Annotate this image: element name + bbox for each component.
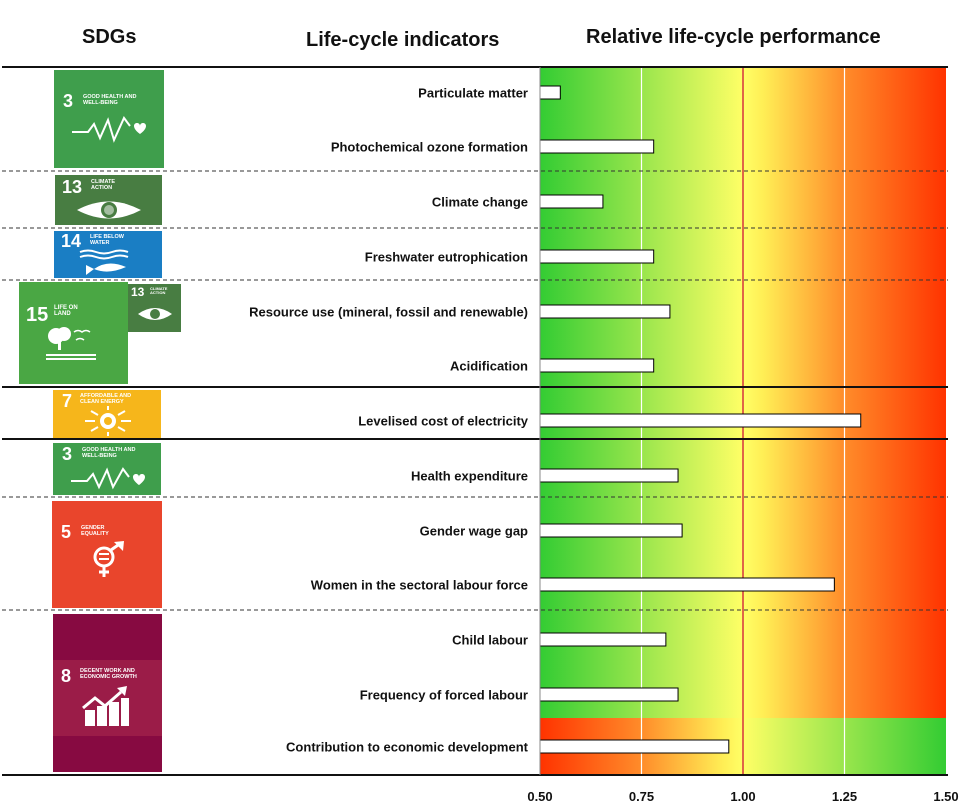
sdg-3-icon: 3 GOOD HEALTH AND WELL-BEING [54, 70, 164, 168]
heartbeat-icon [71, 467, 145, 490]
bar [539, 632, 667, 647]
bar [539, 85, 561, 100]
gender-equality-icon [93, 541, 124, 577]
bar [539, 249, 655, 264]
bar [539, 687, 679, 702]
bar [539, 304, 671, 319]
x-tick-label: 1.50 [933, 789, 959, 804]
header-performance: Relative life-cycle performance [586, 26, 881, 48]
sdg-13-icon-small: 13 CLIMATE ACTION [128, 284, 181, 332]
sdg-8-band [53, 660, 162, 736]
sdg-7-icon: 7 AFFORDABLE AND CLEAN ENERGY [53, 390, 161, 438]
indicator-label: Acidification [449, 358, 528, 374]
heartbeat-icon [72, 116, 146, 143]
x-tick-label: 1.25 [831, 789, 858, 804]
sdg-3-icon-2: 3 GOOD HEALTH AND WELL-BEING [53, 443, 161, 495]
indicator-label: Frequency of forced labour [359, 687, 528, 703]
indicator-label: Particulate matter [418, 85, 528, 101]
x-tick-label: 0.50 [527, 789, 553, 804]
indicator-label: Contribution to economic development [286, 739, 528, 755]
sdg-5-icon: 5 GENDER EQUALITY [52, 501, 162, 608]
bar [539, 739, 730, 754]
bar [539, 577, 835, 592]
growth-chart-icon [82, 686, 129, 726]
indicator-label: Resource use (mineral, fossil and renewa… [249, 304, 528, 320]
bar [539, 413, 862, 428]
sdg-13-icon: 13 CLIMATE ACTION [55, 175, 162, 225]
eye-globe-icon [138, 308, 172, 320]
indicator-label: Gender wage gap [419, 523, 528, 539]
bar [539, 358, 655, 373]
sun-power-icon [85, 406, 131, 436]
tree-icon [46, 327, 96, 360]
indicator-label: Child labour [452, 632, 528, 648]
eye-globe-icon [77, 201, 141, 219]
bar [539, 194, 604, 209]
indicator-label: Health expenditure [410, 468, 528, 484]
fish-icon [79, 249, 129, 275]
x-tick-label: 0.75 [628, 789, 655, 804]
indicator-label: Women in the sectoral labour force [310, 577, 528, 593]
sdg-15-icon: 15 LIFE ON LAND [19, 282, 128, 384]
indicator-label: Climate change [431, 194, 528, 210]
bar [539, 139, 655, 154]
bar [539, 468, 679, 483]
sdg-14-icon: 14 LIFE BELOW WATER [54, 231, 162, 278]
sdg-8-icon: 8 DECENT WORK AND ECONOMIC GROWTH [53, 614, 162, 772]
indicator-label: Levelised cost of electricity [358, 413, 528, 429]
bar [539, 523, 683, 538]
x-tick-label: 1.00 [730, 789, 756, 804]
header-sdgs: SDGs [82, 26, 137, 48]
indicator-label: Photochemical ozone formation [330, 139, 528, 155]
indicator-label: Freshwater eutrophication [364, 249, 528, 265]
header-indicators: Life-cycle indicators [306, 29, 500, 51]
